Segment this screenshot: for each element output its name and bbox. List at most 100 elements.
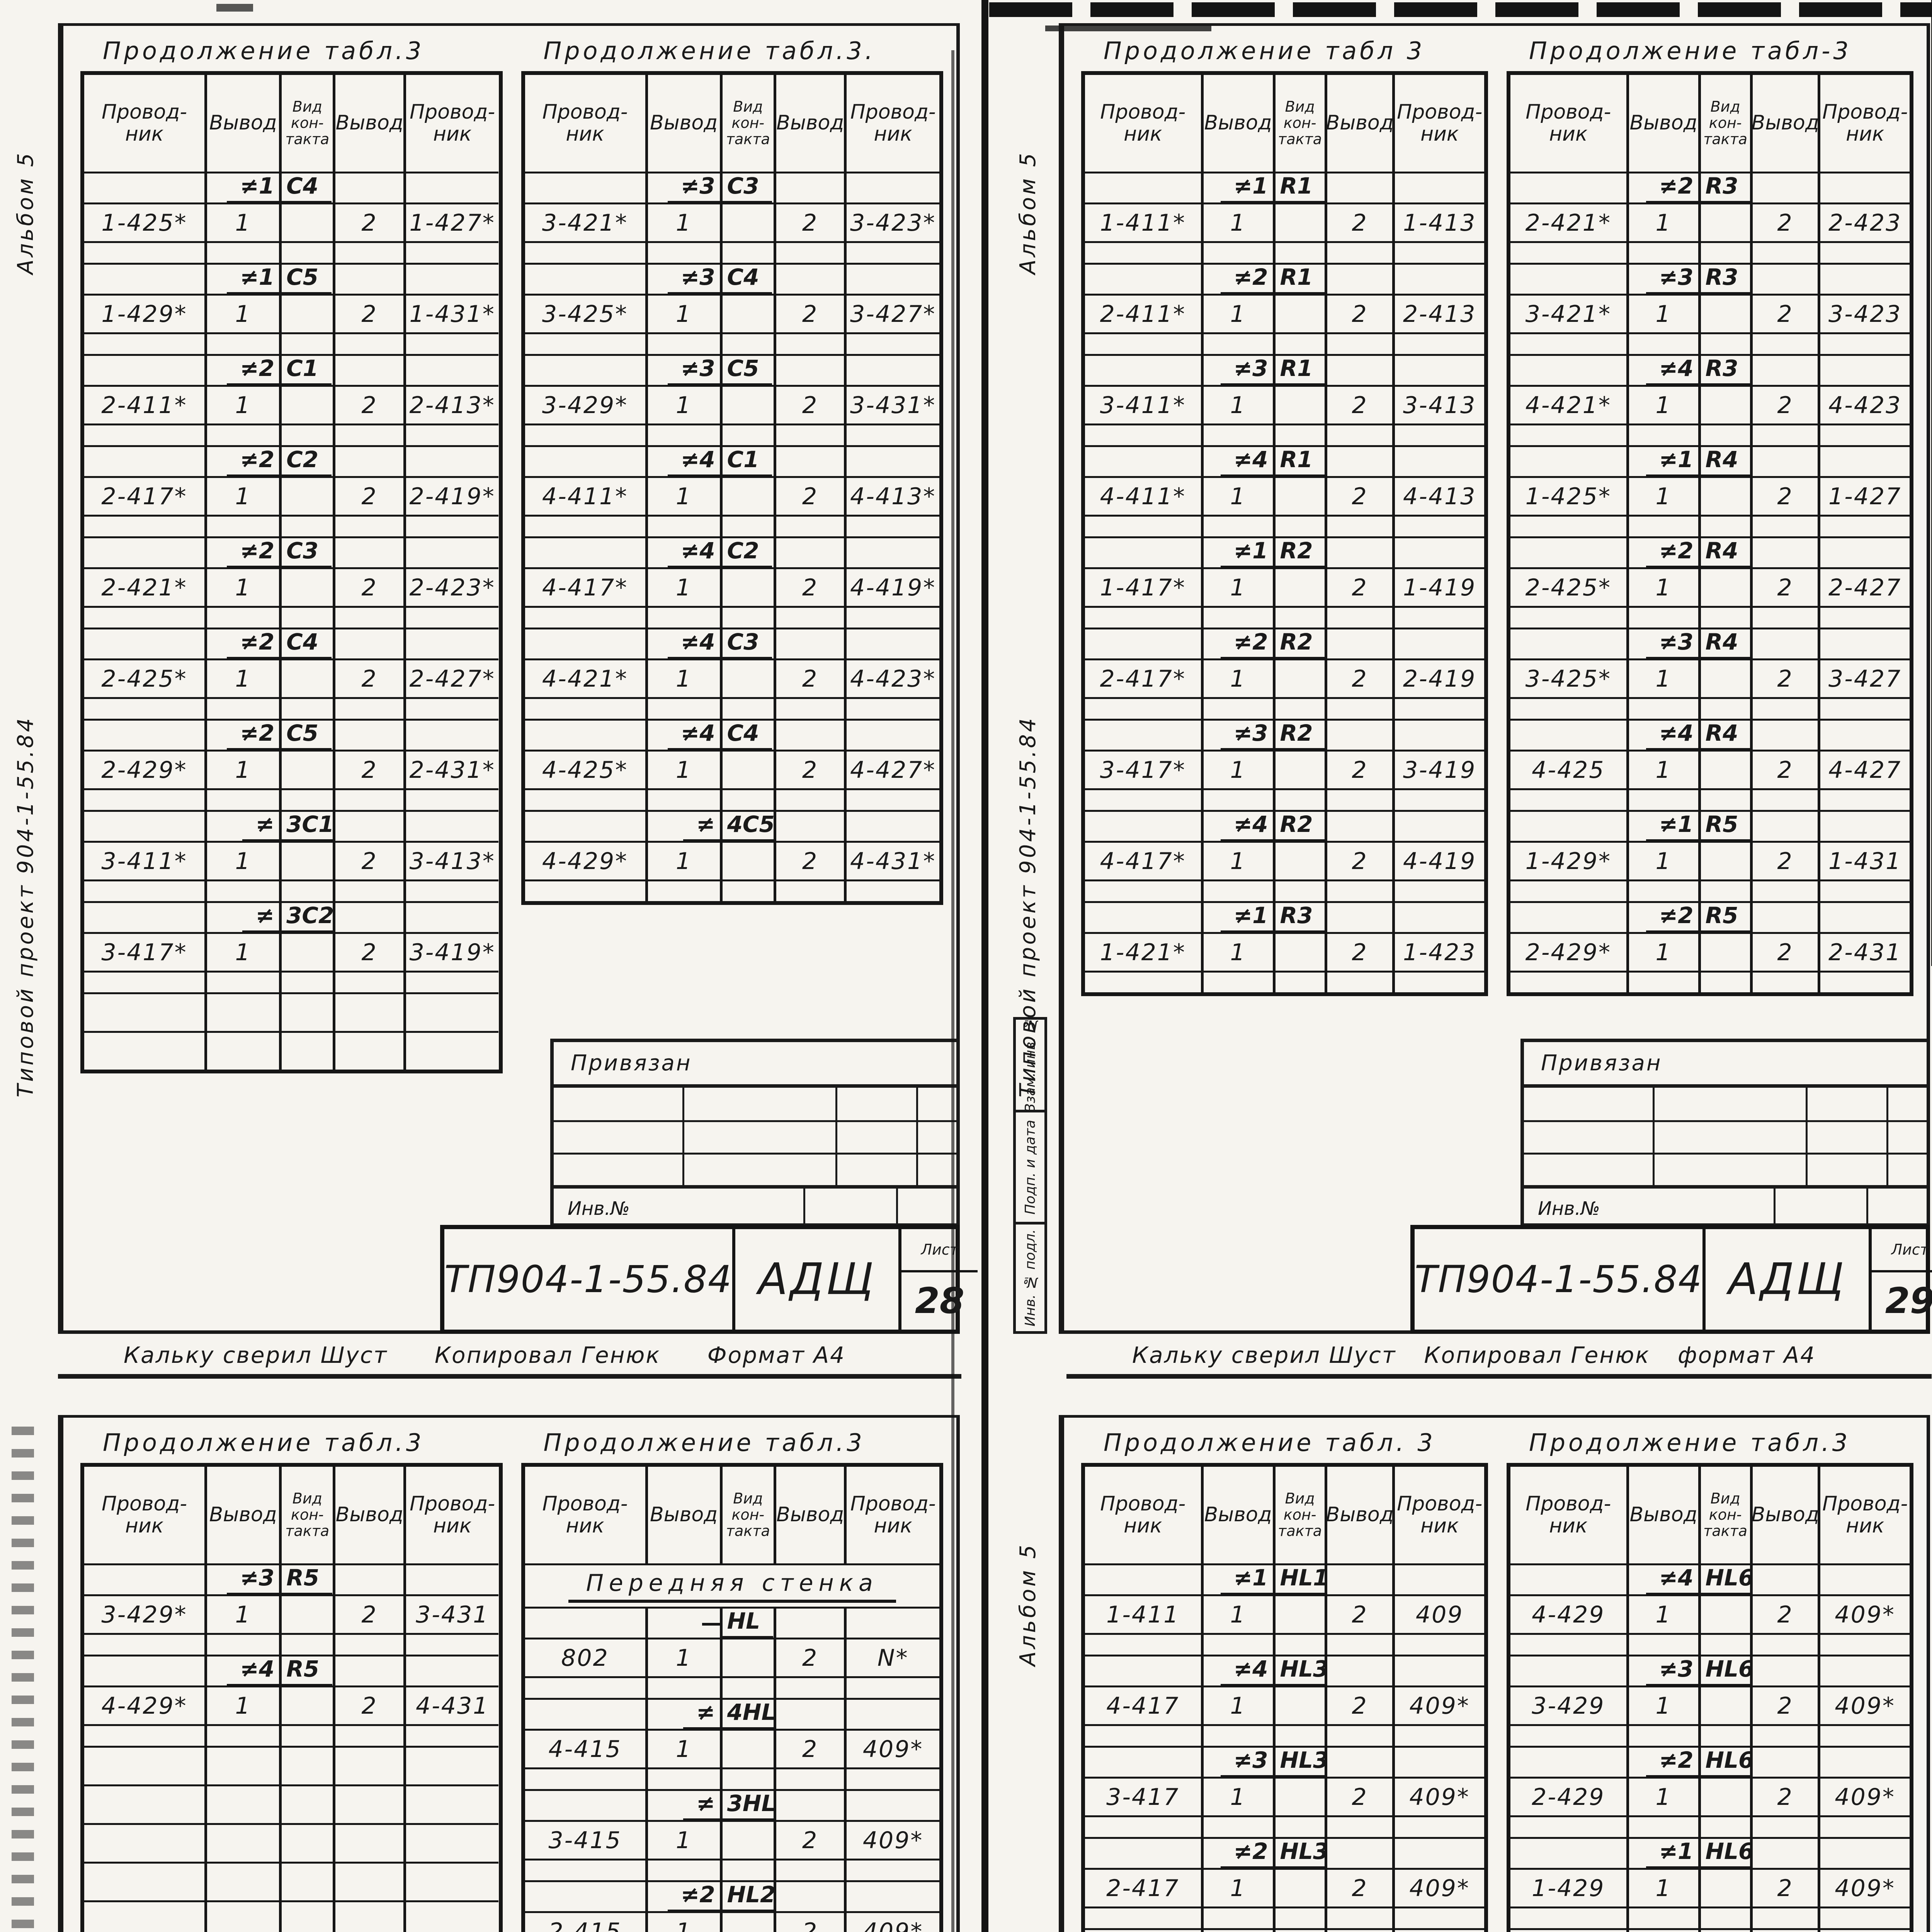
conductor-cell: 2-411*: [84, 385, 205, 423]
scan-artifact-top-mark: [216, 4, 253, 12]
empty-cell: [1626, 1633, 1698, 1655]
conductor-cell: 4-429*: [84, 1685, 205, 1724]
conductor-cell: 4-419: [1392, 841, 1484, 879]
table-row: ≠1 R3: [1085, 901, 1484, 932]
terminal-cell: 2: [333, 932, 403, 971]
group-contact-id: R3: [1698, 354, 1750, 385]
empty-cell: [84, 697, 205, 719]
terminal-cell: 2: [1750, 476, 1818, 515]
wiring-table: Провод- ник Вывод Вид кон- такта Вывод Прово…: [80, 1463, 503, 1932]
group-number: ≠3: [645, 354, 720, 385]
empty-cell: [1626, 788, 1698, 810]
table-row: 3-415 1 2 409*: [525, 1820, 940, 1859]
group-contact-id: HL6: [1698, 1655, 1750, 1685]
table-row: [1510, 697, 1910, 719]
contact-type-cell: [719, 202, 774, 241]
table-row: ≠ 3С2: [84, 901, 499, 932]
terminal-cell: 1: [204, 841, 279, 879]
table-row: 2-429* 1 2 2-431*: [84, 750, 499, 788]
conductor-cell: 3-417*: [1085, 750, 1201, 788]
empty-cell: [1818, 810, 1910, 841]
conductor-cell: 4-413: [1392, 476, 1484, 515]
empty-cell: [1750, 172, 1818, 202]
empty-cell: [1818, 1746, 1910, 1777]
terminal-cell: 2: [1750, 385, 1818, 423]
terminal-cell: 2: [333, 476, 403, 515]
group-number: ≠4: [645, 628, 720, 658]
empty-cell: [1818, 628, 1910, 658]
table-row: [525, 1859, 940, 1880]
terminal-cell: 2: [1324, 294, 1393, 332]
table-row: [1510, 241, 1910, 263]
group-number: ≠2: [1626, 536, 1698, 567]
empty-cell: [844, 1880, 939, 1911]
header-cell: Вид кон- такта: [1698, 75, 1750, 172]
conductor-cell: 2-421*: [1510, 202, 1626, 241]
empty-cell: [1698, 423, 1750, 445]
empty-cell: [773, 1880, 844, 1911]
empty-cell: [333, 628, 403, 658]
contact-type-cell: [1272, 1685, 1325, 1724]
title-stamp: ТП904-1-55.84 АДЩ Лист 29: [1410, 1225, 1932, 1334]
terminal-cell: 1: [1201, 385, 1273, 423]
conductor-cell: 3-429: [1510, 1685, 1626, 1724]
empty-cell: [1324, 1633, 1393, 1655]
empty-cell: [1750, 788, 1818, 810]
table-row: 3-421* 1 2 3-423*: [525, 202, 940, 241]
empty-cell: [1392, 332, 1484, 354]
group-number: ≠4: [645, 536, 720, 567]
empty-cell: [1818, 445, 1910, 476]
group-contact-id: С4: [279, 628, 333, 658]
group-contact-id: R3: [1272, 901, 1325, 932]
contact-type-cell: [1698, 658, 1750, 697]
table-row: 3-429* 1 2 3-431*: [525, 385, 940, 423]
binding-grid: [550, 1084, 960, 1185]
empty-cell: [1272, 1724, 1325, 1746]
contact-type-cell: [279, 567, 333, 606]
header-cell: Провод- ник: [542, 1492, 628, 1537]
conductor-cell: 4-411*: [525, 476, 645, 515]
terminal-cell: 2: [773, 476, 844, 515]
contact-type-cell: [279, 476, 333, 515]
empty-cell: [1085, 697, 1201, 719]
empty-cell: [333, 515, 403, 536]
empty-cell: [525, 1698, 645, 1729]
empty-cell: [84, 628, 205, 658]
empty-cell: [1324, 879, 1393, 901]
empty-cell: [1392, 536, 1484, 567]
header-cell: Провод- ник: [1818, 75, 1910, 172]
empty-cell: [525, 810, 645, 841]
empty-cell: [1750, 1724, 1818, 1746]
empty-cell: [1750, 332, 1818, 354]
terminal-cell: 2: [773, 1911, 844, 1932]
group-number: ≠3: [1626, 263, 1698, 294]
table-row: [84, 1862, 499, 1900]
terminal-cell: 1: [204, 567, 279, 606]
empty-cell: [84, 536, 205, 567]
empty-cell: [1085, 628, 1201, 658]
table-row: [1085, 879, 1484, 901]
doc-number: ТП904-1-55.84: [444, 1258, 733, 1301]
group-number: ≠3: [204, 1563, 279, 1594]
group-contact-id: R2: [1272, 536, 1325, 567]
empty-cell: [719, 241, 774, 263]
empty-cell: [773, 515, 844, 536]
terminal-cell: 2: [773, 750, 844, 788]
table-row: ≠4HL4: [1510, 1928, 1910, 1932]
contact-type-cell: [719, 1638, 774, 1676]
table-row: [84, 879, 499, 901]
empty-cell: [719, 1859, 774, 1880]
group-contact-id: R3: [1698, 263, 1750, 294]
empty-cell: [1750, 1746, 1818, 1777]
empty-cell: [333, 971, 403, 992]
empty-cell: [844, 515, 939, 536]
empty-cell: [1626, 423, 1698, 445]
empty-cell: [773, 1698, 844, 1729]
empty-cell: [1750, 515, 1818, 536]
empty-cell: [1698, 971, 1750, 992]
empty-cell: [1085, 1746, 1201, 1777]
footer-checked: Кальку сверил Шуст: [1132, 1342, 1396, 1368]
terminal-cell: 2: [773, 841, 844, 879]
contact-type-cell: [1272, 1777, 1325, 1815]
contact-type-cell: [1698, 750, 1750, 788]
